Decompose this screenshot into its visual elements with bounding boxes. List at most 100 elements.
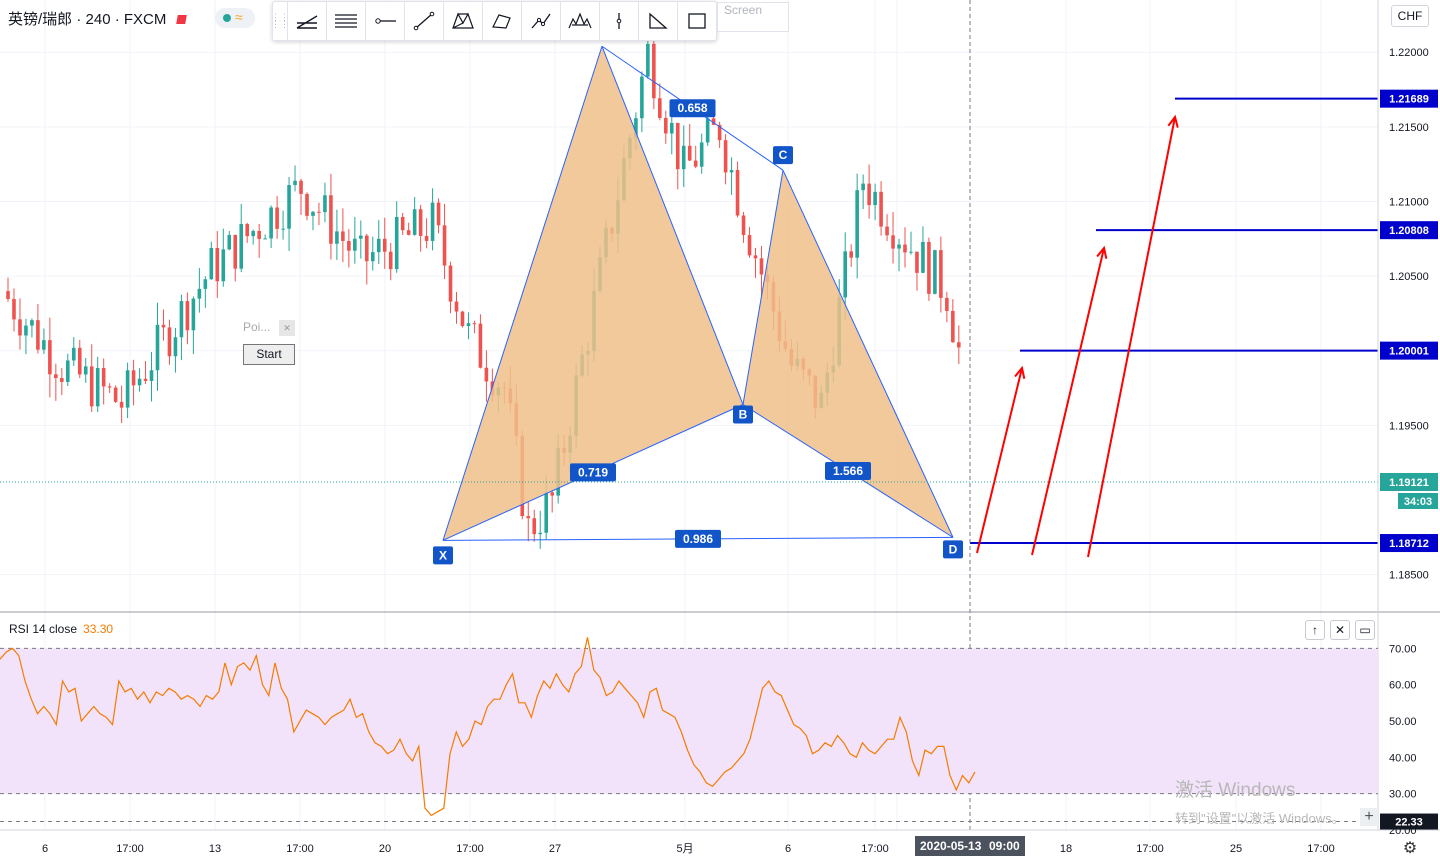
rsi-legend-label: RSI 14 close — [9, 622, 78, 636]
rectangle-button[interactable] — [677, 2, 716, 40]
pane-move-up-button[interactable]: ↑ — [1305, 620, 1325, 640]
widget-header: Poi... ✕ — [243, 320, 295, 338]
candle-body — [233, 234, 238, 269]
target-arrow-head — [1096, 245, 1108, 259]
time-tick-label: 6 — [42, 843, 48, 855]
candle-body — [915, 251, 919, 273]
candle-body — [478, 323, 483, 368]
candle-body — [42, 340, 46, 350]
target-level-label: 1.20001 — [1389, 346, 1429, 358]
horizontal-ray-button[interactable] — [365, 2, 404, 40]
candle-body — [921, 241, 925, 273]
candle-body — [335, 231, 339, 244]
add-icon[interactable]: + — [1360, 808, 1378, 826]
pane-maximize-button[interactable]: ▭ — [1355, 620, 1375, 640]
target-arrow-line — [1087, 116, 1176, 558]
candle-body — [269, 207, 273, 239]
candle-body — [753, 255, 758, 259]
pane-close-button[interactable]: ✕ — [1330, 620, 1350, 640]
drawing-toolbar: ⋮⋮ ⋮⋮ — [271, 1, 717, 41]
time-tick-label: 25 — [1230, 843, 1242, 855]
candle-body — [370, 252, 375, 262]
candle-body — [957, 342, 961, 348]
candle-body — [83, 366, 88, 375]
candle-body — [646, 43, 650, 77]
candle-body — [54, 374, 58, 379]
ratio-label-ac: 0.658 — [669, 99, 716, 118]
candle-body — [257, 230, 261, 239]
candle-body — [353, 238, 357, 251]
candle-body — [388, 251, 393, 270]
pattern-point-c: C — [773, 146, 793, 165]
abcd-pattern-icon — [492, 14, 511, 29]
candle-body — [891, 235, 895, 249]
price-tick-label: 1.21000 — [1389, 197, 1429, 209]
ratio-label-ac-text: 0.658 — [677, 101, 707, 115]
watermark-line-1: 激活 Windows — [1175, 780, 1296, 801]
horizontal-lines-button[interactable] — [326, 2, 365, 40]
time-tick-label: 13 — [209, 843, 221, 855]
candle-body — [418, 209, 423, 236]
countdown-label: 34:03 — [1404, 496, 1432, 508]
drag-handle-icon[interactable]: ⋮⋮ ⋮⋮ — [271, 12, 289, 29]
close-icon[interactable]: ✕ — [279, 320, 295, 336]
maximize-icon: ▭ — [1359, 623, 1371, 637]
abcd-pattern-button[interactable] — [482, 2, 521, 40]
trend-line-tool-button[interactable] — [287, 2, 326, 40]
candle-body — [197, 288, 202, 299]
current-price-tag — [1380, 472, 1438, 491]
candle-body — [137, 378, 142, 386]
pattern-point-b: B — [733, 405, 753, 424]
current-price-label: 1.19121 — [1389, 477, 1429, 489]
path-button[interactable] — [521, 2, 560, 40]
crosshair-date-tag: 2020-05-13 — [915, 836, 987, 856]
candle-body — [861, 183, 865, 191]
candle-body — [669, 122, 674, 134]
triangle-button[interactable] — [638, 2, 677, 40]
candle-body — [143, 378, 148, 381]
windows-watermark: 激活 Windows 转到"设置"以激活 Windows。 — [1175, 775, 1345, 827]
candle-body — [693, 160, 698, 167]
start-button[interactable]: Start — [243, 344, 295, 365]
arrow-up-icon: ↑ — [1312, 623, 1318, 637]
ratio-label-xd-box — [675, 529, 721, 548]
interval-label: 240 — [85, 11, 111, 28]
rsi-legend[interactable]: RSI 14 close 33.30 — [9, 622, 113, 636]
pattern-point-d-box — [943, 540, 963, 559]
candle-body — [945, 297, 949, 311]
screen-label[interactable]: Screen — [717, 2, 789, 32]
xabcd-pattern-icon — [452, 12, 474, 29]
rsi-band — [0, 648, 1378, 794]
market-status-pill[interactable]: ≈ — [215, 8, 255, 28]
candle-body — [221, 249, 226, 282]
candle-body — [60, 378, 64, 382]
candle-body — [436, 202, 441, 226]
candle-body — [903, 244, 907, 253]
xabcd-pattern-button[interactable] — [443, 2, 482, 40]
candle-body — [48, 340, 52, 375]
market-open-dot-icon — [223, 14, 231, 22]
time-tick-label: 5月 — [676, 843, 693, 855]
pattern-line — [782, 169, 954, 538]
ratio-label-xd-text: 0.986 — [683, 532, 713, 546]
settings-gear-icon[interactable]: ⚙ — [1402, 840, 1418, 857]
pattern-line — [601, 46, 744, 405]
candle-body — [442, 225, 447, 266]
target-level-tag — [1380, 341, 1438, 360]
candle-body — [382, 238, 387, 252]
horizontal-lines-icon — [335, 14, 357, 28]
candle-body — [472, 323, 477, 325]
candle-body — [89, 366, 94, 407]
currency-badge[interactable]: CHF — [1391, 5, 1429, 27]
candle-body — [885, 226, 889, 236]
head-shoulders-icon — [568, 12, 592, 29]
candle-body — [149, 370, 154, 381]
symbol-title[interactable]: 英镑/瑞郎 · 240 · FXCM — [8, 8, 187, 29]
candle-body — [400, 216, 405, 231]
candle-body — [173, 337, 178, 357]
trend-line-button[interactable] — [404, 2, 443, 40]
vertical-line-button[interactable] — [599, 2, 638, 40]
head-shoulders-button[interactable] — [560, 2, 599, 40]
pattern-line — [442, 46, 603, 541]
